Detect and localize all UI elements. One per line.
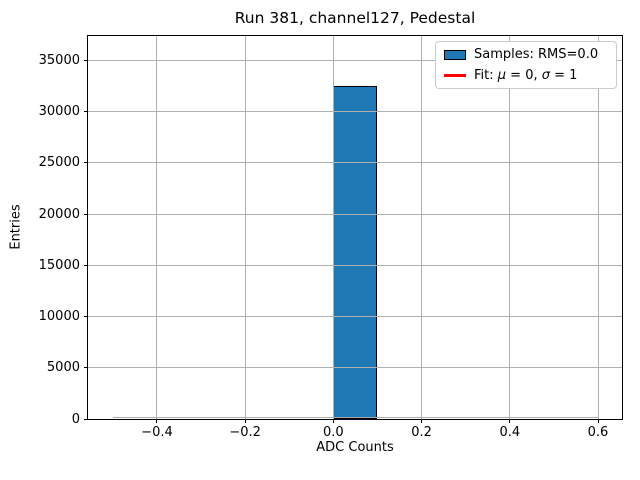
fit-line-swatch-icon bbox=[444, 74, 466, 77]
x-tick bbox=[332, 419, 334, 423]
legend-fit-label: Fit: μ = 0, σ = 1 bbox=[474, 68, 577, 83]
x-gridline bbox=[156, 36, 158, 419]
x-tick-label: 0.2 bbox=[411, 425, 432, 440]
y-tick bbox=[84, 162, 88, 164]
chart-title: Run 381, channel127, Pedestal bbox=[234, 9, 476, 27]
histogram-baseline bbox=[112, 417, 598, 418]
y-tick bbox=[84, 264, 88, 266]
x-tick bbox=[156, 419, 158, 423]
x-gridline bbox=[332, 36, 334, 419]
y-tick bbox=[84, 316, 88, 318]
y-gridline bbox=[88, 264, 622, 266]
legend-samples-label: Samples: RMS=0.0 bbox=[474, 47, 599, 63]
y-tick-label: 0 bbox=[71, 411, 80, 427]
x-tick-label: −0.4 bbox=[141, 425, 173, 440]
x-gridline bbox=[509, 36, 511, 419]
fit-label-mid: = 0, bbox=[506, 67, 542, 83]
y-tick bbox=[84, 111, 88, 113]
legend-entry-samples: Samples: RMS=0.0 bbox=[444, 46, 608, 64]
histogram-bar bbox=[332, 85, 377, 419]
legend-entry-fit: Fit: μ = 0, σ = 1 bbox=[444, 67, 608, 85]
y-tick bbox=[84, 213, 88, 215]
x-tick bbox=[597, 419, 599, 423]
fit-label-sigma: σ bbox=[541, 67, 550, 83]
x-tick bbox=[421, 419, 423, 423]
y-gridline bbox=[88, 59, 622, 61]
y-tick-label: 25000 bbox=[38, 155, 80, 171]
y-gridline bbox=[88, 111, 622, 113]
y-tick-label: 20000 bbox=[38, 206, 80, 222]
y-axis-label: Entries bbox=[8, 204, 24, 250]
y-tick bbox=[84, 418, 88, 420]
x-tick-label: 0.6 bbox=[587, 425, 609, 440]
x-gridline bbox=[597, 36, 599, 419]
y-tick-label: 30000 bbox=[38, 104, 80, 120]
x-tick bbox=[244, 419, 246, 423]
fit-label-prefix: Fit: bbox=[474, 67, 498, 83]
y-gridline bbox=[88, 213, 622, 215]
x-gridline bbox=[244, 36, 246, 419]
x-tick-label: 0.0 bbox=[323, 425, 344, 440]
y-gridline bbox=[88, 316, 622, 318]
x-tick-label: 0.4 bbox=[499, 425, 521, 440]
x-tick-label: −0.2 bbox=[229, 425, 261, 440]
x-gridline bbox=[421, 36, 423, 419]
y-tick-label: 15000 bbox=[38, 257, 80, 273]
legend-box: Samples: RMS=0.0 Fit: μ = 0, σ = 1 bbox=[435, 41, 617, 89]
y-tick-label: 35000 bbox=[38, 52, 80, 68]
fit-label-suffix: = 1 bbox=[550, 67, 578, 83]
x-tick bbox=[509, 419, 511, 423]
y-tick bbox=[84, 367, 88, 369]
y-gridline bbox=[88, 162, 622, 164]
y-tick bbox=[84, 59, 88, 61]
histogram-swatch-icon bbox=[444, 49, 466, 60]
y-tick-label: 5000 bbox=[46, 360, 80, 376]
y-gridline bbox=[88, 367, 622, 369]
x-axis-label: ADC Counts bbox=[316, 440, 394, 455]
fit-label-mu: μ bbox=[497, 67, 507, 83]
y-tick-label: 10000 bbox=[38, 309, 80, 325]
